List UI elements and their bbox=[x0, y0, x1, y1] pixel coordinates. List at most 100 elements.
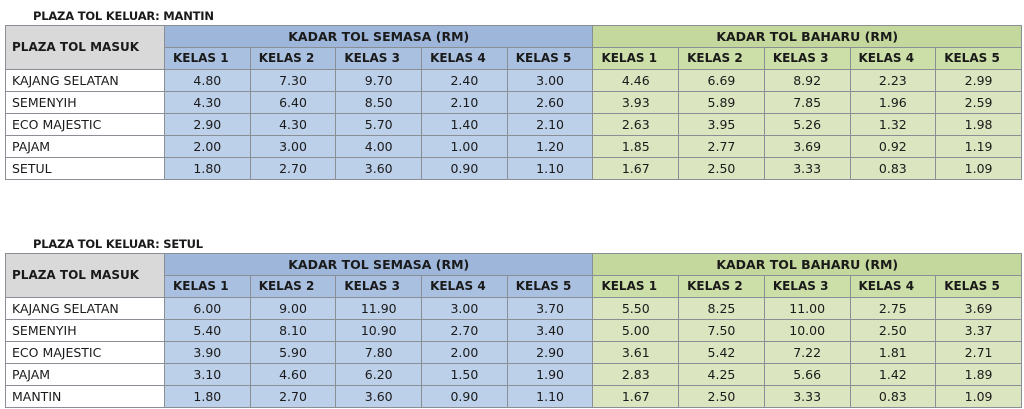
header-row-groups: PLAZA TOL MASUK KADAR TOL SEMASA (RM) KADA… bbox=[5, 25, 1022, 70]
current-class-header: KELAS 4 bbox=[421, 47, 508, 70]
new-rate-cell: 1.89 bbox=[935, 363, 1022, 386]
table-row: MANTIN 1.80 2.70 3.60 0.90 1.10 1.67 2.50 3.33 0.… bbox=[5, 385, 1022, 408]
current-rate-cell: 5.90 bbox=[249, 341, 337, 364]
current-class-header: KELAS 2 bbox=[249, 275, 337, 298]
new-rate-cell: 7.22 bbox=[763, 341, 851, 364]
current-rate-cell: 1.00 bbox=[421, 135, 508, 158]
new-rate-cell: 3.33 bbox=[763, 157, 851, 180]
current-rate-cell: 1.10 bbox=[506, 157, 594, 180]
current-rate-cell: 0.90 bbox=[421, 157, 508, 180]
current-rate-cell: 2.00 bbox=[164, 135, 251, 158]
table-row: SEMENYIH 4.30 6.40 8.50 2.10 2.60 3.93 5.89 7.85… bbox=[5, 91, 1022, 114]
current-rate-cell: 1.80 bbox=[164, 157, 251, 180]
new-rate-cell: 2.63 bbox=[592, 113, 680, 136]
entry-plaza-name: ECO MAJESTIC bbox=[5, 113, 165, 136]
current-rate-cell: 5.70 bbox=[335, 113, 423, 136]
current-rate-cell: 1.80 bbox=[164, 385, 251, 408]
new-class-header: KELAS 5 bbox=[935, 275, 1022, 298]
table-row: KAJANG SELATAN 6.00 9.00 11.90 3.00 3.70 5.50 8… bbox=[5, 297, 1022, 320]
new-class-header: KELAS 4 bbox=[849, 47, 937, 70]
entry-plaza-header: PLAZA TOL MASUK bbox=[5, 253, 165, 298]
current-rate-cell: 6.00 bbox=[164, 297, 251, 320]
new-rate-cell: 5.00 bbox=[592, 319, 680, 342]
new-rate-cell: 1.98 bbox=[935, 113, 1022, 136]
new-class-header: KELAS 2 bbox=[678, 275, 765, 298]
table-row: PAJAM 3.10 4.60 6.20 1.50 1.90 2.83 4.25 5.66 1.4… bbox=[5, 363, 1022, 386]
new-rate-cell: 2.71 bbox=[935, 341, 1022, 364]
entry-plaza-header: PLAZA TOL MASUK bbox=[5, 25, 165, 70]
current-rate-cell: 4.00 bbox=[335, 135, 423, 158]
new-rate-cell: 1.42 bbox=[849, 363, 937, 386]
current-rate-cell: 2.00 bbox=[421, 341, 508, 364]
toll-table-section-setul: PLAZA TOL KELUAR: SETUL PLAZA TOL MASUK K… bbox=[5, 235, 1022, 408]
current-rate-cell: 7.30 bbox=[249, 69, 337, 92]
current-rate-header: KADAR TOL SEMASA (RM) bbox=[163, 253, 594, 276]
current-rate-cell: 8.50 bbox=[335, 91, 423, 114]
current-rate-cell: 3.90 bbox=[164, 341, 251, 364]
entry-plaza-name: ECO MAJESTIC bbox=[5, 341, 165, 364]
header-row-groups: PLAZA TOL MASUK KADAR TOL SEMASA (RM) KADA… bbox=[5, 253, 1022, 298]
current-rate-cell: 1.20 bbox=[506, 135, 594, 158]
current-rate-cell: 1.10 bbox=[506, 385, 594, 408]
current-rate-cell: 3.00 bbox=[506, 69, 594, 92]
current-class-header: KELAS 2 bbox=[249, 47, 337, 70]
entry-plaza-name: PAJAM bbox=[5, 363, 165, 386]
new-rate-cell: 1.67 bbox=[592, 385, 680, 408]
new-rate-cell: 3.69 bbox=[935, 297, 1022, 320]
current-rate-cell: 4.30 bbox=[249, 113, 337, 136]
new-rate-cell: 5.50 bbox=[592, 297, 680, 320]
current-rate-cell: 2.70 bbox=[249, 157, 337, 180]
new-rate-cell: 7.85 bbox=[763, 91, 851, 114]
current-rate-cell: 2.90 bbox=[164, 113, 251, 136]
new-rate-cell: 2.83 bbox=[592, 363, 680, 386]
current-rate-cell: 2.10 bbox=[421, 91, 508, 114]
toll-table-section-mantin: PLAZA TOL KELUAR: MANTIN PLAZA TOL MASUK… bbox=[5, 7, 1022, 180]
current-rate-cell: 2.40 bbox=[421, 69, 508, 92]
current-class-header: KELAS 5 bbox=[506, 47, 594, 70]
new-rate-cell: 1.67 bbox=[592, 157, 680, 180]
new-rate-cell: 10.00 bbox=[763, 319, 851, 342]
current-rate-cell: 9.70 bbox=[335, 69, 423, 92]
section-title: PLAZA TOL KELUAR: MANTIN bbox=[33, 9, 214, 23]
new-rate-cell: 3.69 bbox=[763, 135, 851, 158]
current-class-header: KELAS 5 bbox=[506, 275, 594, 298]
current-rate-cell: 1.90 bbox=[506, 363, 594, 386]
new-rate-cell: 5.89 bbox=[678, 91, 765, 114]
current-rate-cell: 3.60 bbox=[335, 385, 423, 408]
new-rate-cell: 8.92 bbox=[763, 69, 851, 92]
current-class-header: KELAS 1 bbox=[164, 47, 251, 70]
new-rate-cell: 1.32 bbox=[849, 113, 937, 136]
new-rate-cell: 2.99 bbox=[935, 69, 1022, 92]
current-rate-cell: 4.80 bbox=[164, 69, 251, 92]
new-rate-cell: 11.00 bbox=[763, 297, 851, 320]
current-rate-header: KADAR TOL SEMASA (RM) bbox=[163, 25, 594, 48]
new-rate-cell: 2.50 bbox=[849, 319, 937, 342]
new-rate-cell: 0.83 bbox=[849, 385, 937, 408]
current-rate-cell: 3.70 bbox=[506, 297, 594, 320]
current-rate-cell: 3.40 bbox=[506, 319, 594, 342]
new-rate-header: KADAR TOL BAHARU (RM) bbox=[592, 25, 1022, 48]
current-rate-cell: 4.30 bbox=[164, 91, 251, 114]
header-row-classes: KELAS 1 KELAS 2 KELAS 3 KELAS 4 KELAS 5 KELAS… bbox=[6, 47, 1022, 70]
new-class-header: KELAS 2 bbox=[678, 47, 765, 70]
new-rate-cell: 3.33 bbox=[763, 385, 851, 408]
new-rate-cell: 1.19 bbox=[935, 135, 1022, 158]
new-rate-cell: 5.42 bbox=[678, 341, 765, 364]
current-rate-cell: 3.00 bbox=[421, 297, 508, 320]
new-rate-cell: 5.66 bbox=[763, 363, 851, 386]
table-row: KAJANG SELATAN 4.80 7.30 9.70 2.40 3.00 4.46 6.… bbox=[5, 69, 1022, 92]
entry-plaza-name: SEMENYIH bbox=[5, 319, 165, 342]
new-class-header: KELAS 5 bbox=[935, 47, 1022, 70]
new-class-header: KELAS 3 bbox=[763, 275, 851, 298]
current-rate-cell: 2.60 bbox=[506, 91, 594, 114]
current-rate-cell: 7.80 bbox=[335, 341, 423, 364]
new-rate-cell: 4.46 bbox=[592, 69, 680, 92]
current-rate-cell: 5.40 bbox=[164, 319, 251, 342]
current-class-header: KELAS 3 bbox=[335, 47, 423, 70]
current-rate-cell: 11.90 bbox=[335, 297, 423, 320]
new-rate-cell: 1.96 bbox=[849, 91, 937, 114]
current-rate-cell: 8.10 bbox=[249, 319, 337, 342]
entry-plaza-name: PAJAM bbox=[5, 135, 165, 158]
new-rate-cell: 2.77 bbox=[678, 135, 765, 158]
new-rate-cell: 1.81 bbox=[849, 341, 937, 364]
